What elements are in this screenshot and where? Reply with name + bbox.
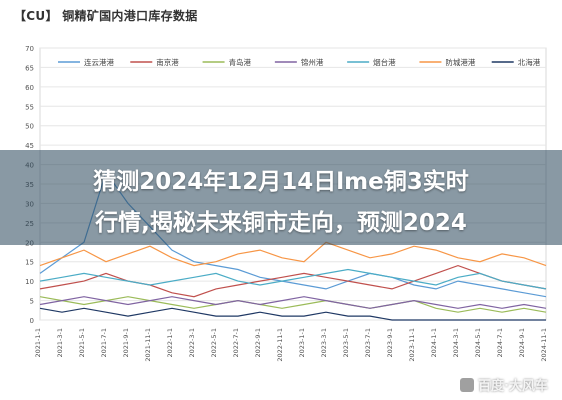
x-tick-label: 2022-7-1 [232, 328, 240, 358]
legend-label: 烟台港 [373, 57, 396, 67]
y-tick-label: 65 [25, 64, 34, 72]
legend-label: 防城港港 [445, 57, 475, 67]
chart-header: 【CU】 铜精矿国内港口库存数据 [0, 0, 562, 30]
x-tick-label: 2021-5-1 [78, 328, 86, 358]
y-tick-label: 55 [25, 103, 34, 111]
y-tick-label: 10 [25, 278, 34, 286]
legend-label: 连云港港 [84, 57, 114, 67]
x-tick-label: 2021-11-1 [144, 328, 152, 362]
x-tick-label: 2022-1-1 [166, 328, 174, 358]
legend-label: 北海港 [518, 57, 541, 67]
y-tick-label: 45 [25, 142, 34, 150]
y-tick-label: 15 [25, 259, 34, 267]
x-tick-label: 2021-7-1 [100, 328, 108, 358]
y-tick-label: 5 [30, 298, 34, 306]
headline-line-2: 行情,揭秘未来铜市走向，预测2024 [95, 210, 467, 236]
series-line [39, 264, 547, 298]
legend-label: 南京港 [156, 57, 179, 67]
x-tick-label: 2024-11-1 [540, 328, 548, 362]
series-line [39, 296, 547, 313]
headline-line-1: 猜测2024年12月14日lme铜3实时 [93, 169, 469, 195]
x-tick-label: 2021-3-1 [56, 328, 64, 358]
x-tick-label: 2022-5-1 [210, 328, 218, 358]
x-tick-label: 2024-1-1 [430, 328, 438, 358]
x-tick-label: 2024-7-1 [496, 328, 504, 358]
watermark: 百度·大风车 [460, 375, 548, 394]
y-tick-label: 70 [25, 45, 34, 53]
series-line [39, 307, 546, 321]
y-tick-label: 0 [30, 317, 34, 325]
x-tick-label: 2021-9-1 [122, 328, 130, 358]
x-tick-label: 2023-9-1 [386, 328, 394, 358]
legend-label: 青岛港 [229, 57, 252, 67]
x-tick-label: 2024-9-1 [518, 328, 526, 358]
x-tick-label: 2024-5-1 [474, 328, 482, 358]
chart-title: 【CU】 铜精矿国内港口库存数据 [14, 9, 198, 23]
x-tick-label: 2023-5-1 [342, 328, 350, 358]
series-line [39, 241, 547, 267]
watermark-icon [460, 378, 475, 392]
y-tick-label: 50 [25, 123, 34, 131]
legend: 连云港港 南京港 青岛港 锦州港 烟台港 防城港港 北海港 [58, 57, 541, 67]
x-tick-label: 2024-3-1 [452, 328, 460, 358]
series-line [39, 296, 547, 309]
x-tick-label: 2023-3-1 [320, 328, 328, 358]
x-tick-label: 2022-9-1 [254, 328, 262, 358]
x-tick-label: 2023-7-1 [364, 328, 372, 358]
x-tick-label: 2023-1-1 [298, 328, 306, 358]
x-tick-label: 2022-11-1 [276, 328, 284, 362]
x-tick-label: 2023-11-1 [408, 328, 416, 362]
line-chart: 0510152025303540455055606570 2021-1-1202… [25, 45, 548, 362]
headline-banner: 猜测2024年12月14日lme铜3实时 行情,揭秘未来铜市走向，预测2024 [0, 150, 562, 245]
x-axis: 2021-1-1 2021-3-1 2021-5-1 2021-7-1 2021-9-1… [34, 328, 548, 362]
series-line [39, 268, 547, 290]
y-tick-label: 60 [25, 84, 34, 92]
x-tick-label: 2021-1-1 [34, 328, 42, 358]
watermark-text: 百度·大风车 [478, 379, 548, 394]
x-tick-label: 2022-3-1 [188, 328, 196, 358]
legend-label: 锦州港 [301, 57, 324, 67]
